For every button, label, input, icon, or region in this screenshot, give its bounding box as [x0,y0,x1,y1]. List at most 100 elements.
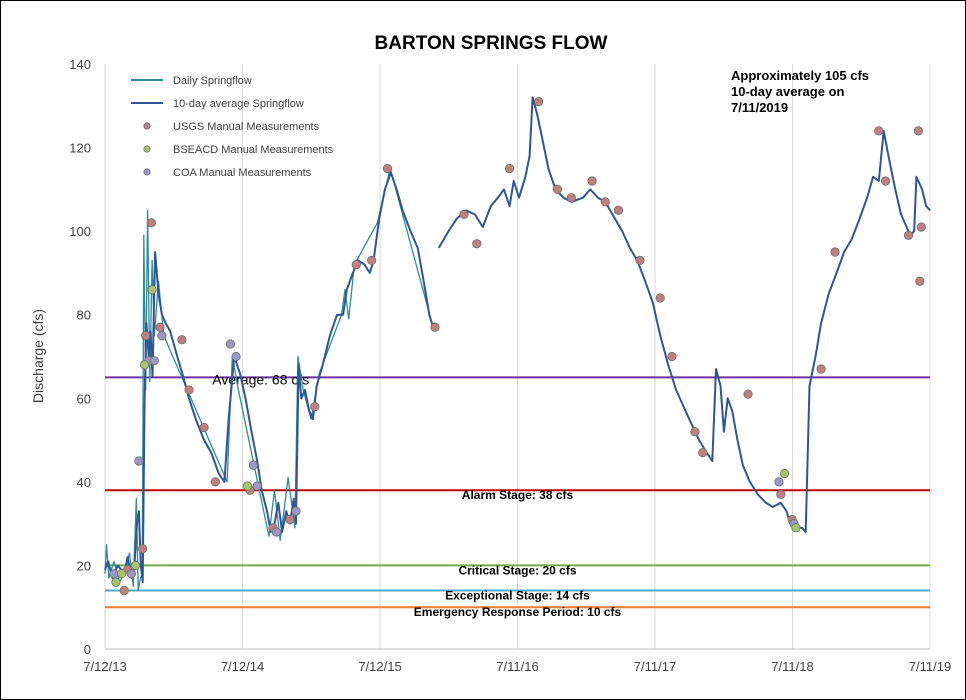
usgs-point [880,176,891,186]
usgs-point [743,389,753,399]
usgs-point [459,209,469,220]
usgs-point [655,293,665,303]
x-tick-label: 7/11/19 [909,659,951,674]
usgs-point [310,402,320,412]
annotation-line: Approximately 105 cfs [731,68,869,83]
usgs-point [138,544,148,554]
usgs-point [552,184,563,194]
y-tick-label: 0 [84,642,91,657]
usgs-point [141,331,151,341]
y-tick-label: 80 [77,308,91,323]
legend-marker [143,168,151,176]
usgs-point [830,247,840,257]
y-tick-label: 100 [69,224,91,239]
coa-point [225,339,236,349]
usgs-point [430,322,440,332]
usgs-point [587,176,597,186]
coa-point [248,460,259,470]
grid-lines [104,64,931,649]
series-line [104,171,435,584]
usgs-point [915,276,925,286]
usgs-point [155,322,165,332]
legend-label: USGS Manual Measurements [173,121,320,133]
y-tick-label: 40 [77,475,91,490]
usgs-point [351,259,361,270]
legend-label: COA Manual Measurements [173,167,312,179]
coa-point [149,356,159,366]
usgs-point [667,351,677,362]
coa-point [291,506,301,516]
reference-lines: Average: 68 cfs Alarm Stage: 38 cfs Critic… [105,371,930,619]
usgs-point [533,97,544,107]
coa-point [126,569,136,579]
usgs-point [504,163,515,174]
x-tick-label: 7/11/16 [496,659,538,674]
bseacd-point [791,523,801,533]
legend-label: 10-day average Springflow [173,98,304,110]
usgs-point [903,230,914,240]
reference-line-label: Alarm Stage: 38 cfs [462,488,574,502]
legend-marker [143,145,151,153]
bseacd-point [111,577,121,587]
usgs-point [566,193,576,203]
x-tick-label: 7/11/18 [771,659,813,674]
usgs-point [816,364,826,374]
bseacd-point [139,360,150,370]
usgs-point [146,218,156,228]
bseacd-point [130,560,141,571]
x-tick-label: 7/12/15 [358,659,401,674]
y-tick-label: 20 [77,558,91,573]
y-axis-label: Discharge (cfs) [30,309,46,403]
usgs-point [177,335,187,345]
chart-title: BARTON SPRINGS FLOW [375,33,608,54]
usgs-point [285,514,295,525]
x-tick-label: 7/11/17 [634,659,676,674]
usgs-point [472,239,482,249]
x-tick-label: 7/12/14 [221,659,264,674]
legend-label: BSEACD Manual Measurements [173,144,334,156]
legend-label: Daily Springflow [173,75,252,87]
y-tick-label: 60 [77,391,91,406]
annotation-line: 10-day average on [731,84,845,99]
axes: 7/12/13 7/12/14 7/12/15 7/11/16 7/11/17 7/11/… [69,57,951,674]
usgs-point [367,255,377,265]
usgs-point [874,126,884,136]
usgs-point [913,126,923,136]
coa-point [252,481,262,491]
usgs-point [199,422,209,433]
reference-line-label: Exceptional Stage: 14 cfs [445,589,590,603]
usgs-point [690,427,700,437]
usgs-point [635,255,645,265]
bseacd-point [779,468,790,479]
usgs-point [119,585,129,596]
usgs-point [382,163,393,174]
reference-line-label: Average: 68 cfs [212,371,309,387]
manual-measurements [109,97,926,596]
coa-point [157,331,167,341]
usgs-point [916,222,926,232]
bseacd-point [147,285,157,295]
y-tick-label: 120 [69,141,91,156]
coa-point [231,351,241,362]
usgs-point [184,385,194,395]
y-tick-label: 140 [69,57,91,72]
coa-point [774,477,784,487]
x-tick-label: 7/12/13 [83,659,126,674]
coa-point [271,527,282,537]
bseacd-point [116,569,127,579]
usgs-point [776,489,786,499]
usgs-point [210,477,220,487]
series-line [437,96,931,533]
legend: Daily Springflow 10-day average Springflo… [131,75,334,179]
coa-point [134,456,144,466]
usgs-point [600,197,610,207]
usgs-point [698,448,708,458]
reference-line-label: Critical Stage: 20 cfs [458,563,576,577]
bseacd-point [242,481,252,491]
legend-marker [143,122,151,130]
annotation-line: 7/11/2019 [731,100,788,115]
reference-line-label: Emergency Response Period: 10 cfs [414,605,622,619]
